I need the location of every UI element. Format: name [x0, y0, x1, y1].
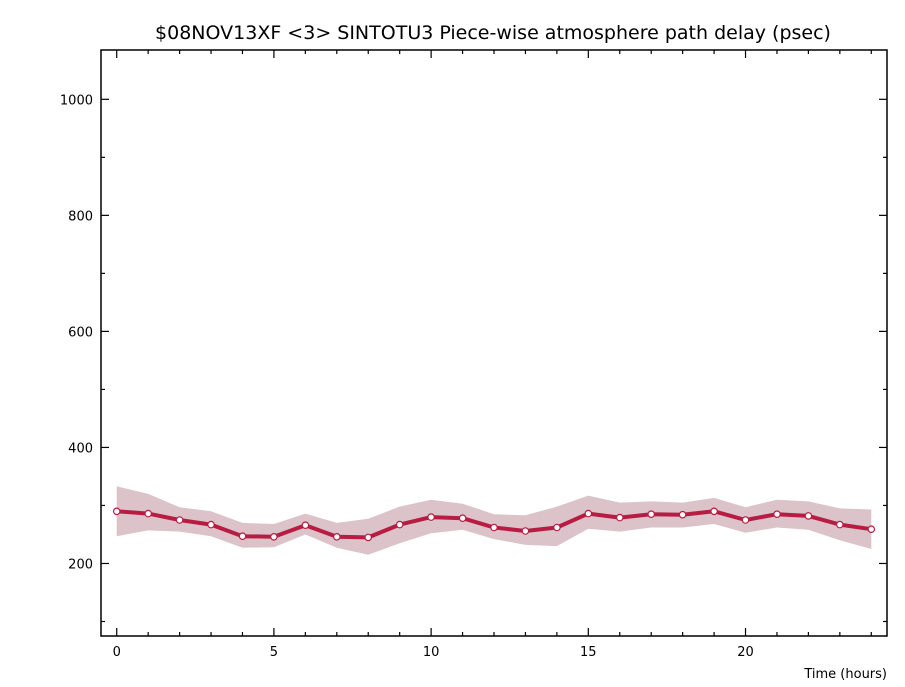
- chart-title: $08NOV13XF <3> SINTOTU3 Piece-wise atmos…: [155, 22, 831, 44]
- data-point: [175, 516, 184, 524]
- data-point: [270, 532, 278, 541]
- data-point: [207, 520, 215, 529]
- x-tick-label: 5: [270, 645, 278, 660]
- y-tick-label: 1000: [60, 93, 93, 108]
- y-tick-label: 400: [68, 441, 93, 456]
- data-point: [773, 510, 781, 519]
- data-point: [835, 520, 844, 529]
- data-point: [112, 507, 121, 516]
- x-tick-label: 0: [113, 645, 121, 660]
- data-point: [647, 510, 656, 519]
- x-tick-label: 20: [737, 645, 754, 660]
- uncertainty-band: [116, 486, 872, 555]
- data-point: [490, 523, 498, 532]
- x-axis-label: Time (hours): [803, 667, 887, 682]
- data-point: [332, 532, 341, 541]
- data-point: [804, 512, 813, 520]
- data-points-layer: [112, 507, 876, 542]
- data-point: [710, 507, 718, 516]
- data-point: [615, 513, 624, 522]
- data-point: [238, 532, 247, 541]
- y-tick-label: 800: [68, 209, 93, 224]
- axis-ticks-layer: 0 5 10 15 20 200 400 600 800 1000: [60, 50, 887, 660]
- data-point: [867, 525, 876, 534]
- data-point: [301, 521, 310, 530]
- plot-frame: [100, 49, 888, 637]
- data-point: [584, 509, 593, 518]
- y-tick-label: 200: [68, 557, 93, 572]
- data-point: [553, 523, 561, 532]
- data-point: [144, 509, 153, 518]
- data-point: [678, 510, 687, 519]
- y-tick-label: 600: [68, 325, 93, 340]
- data-point: [521, 527, 530, 535]
- uncertainty-band-layer: [116, 486, 872, 555]
- data-point: [395, 520, 404, 529]
- x-tick-label: 15: [580, 645, 597, 660]
- x-tick-label: 10: [423, 645, 440, 660]
- data-point: [427, 513, 435, 521]
- data-point: [458, 514, 467, 523]
- data-point: [741, 516, 750, 524]
- data-point: [364, 533, 373, 542]
